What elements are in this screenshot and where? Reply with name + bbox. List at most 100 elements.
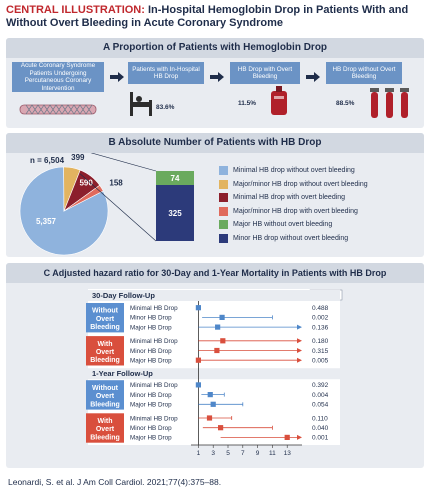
blood-bag-icon — [271, 86, 287, 115]
hr-point — [195, 357, 201, 363]
hr-point — [210, 401, 216, 407]
ci-arrow — [297, 348, 302, 353]
hr-point — [220, 338, 226, 344]
ci-arrow — [297, 324, 302, 330]
hr-point — [284, 434, 290, 440]
x-tick-label: 3 — [211, 450, 215, 457]
ci-arrow — [297, 434, 302, 440]
x-tick-label: 9 — [256, 450, 260, 457]
p-value: 0.054 — [312, 402, 329, 409]
legend-label: Minimal HB drop with overt bleeding — [233, 194, 346, 201]
forest-row-label: Major HB Drop — [130, 358, 172, 365]
stent-icon — [19, 104, 97, 115]
p-value: 0.040 — [312, 425, 329, 432]
breakout-bar-major-no-bleed — [156, 171, 194, 185]
x-tick-label: 1 — [197, 450, 201, 457]
stage-no-overt-bleeding-box: HB Drop without Overt Bleeding — [326, 62, 402, 84]
sample-size-label: n = 6,504 — [30, 156, 65, 165]
hr-point — [214, 347, 220, 354]
panel-c: C Adjusted hazard ratio for 30-Day and 1… — [6, 263, 424, 468]
forest-row-label: Minimal HB Drop — [130, 415, 178, 422]
pie-value-label: 590 — [79, 179, 93, 188]
p-value: 0.001 — [312, 435, 329, 442]
stage-no-overt-bleeding-label: HB Drop without Overt Bleeding — [332, 65, 396, 81]
section-30-day: 30-Day Follow-Up — [92, 291, 155, 300]
legend-label: Minimal HB drop without overt bleeding — [233, 167, 355, 174]
legend-swatch — [219, 220, 228, 229]
panel-a-header: A Proportion of Patients with Hemoglobin… — [6, 38, 424, 58]
breakout-value-label: 74 — [171, 174, 180, 183]
legend-label: Major HB without overt bleeding — [233, 221, 333, 228]
group-30d-with-label: With Overt Bleeding — [90, 341, 120, 364]
panel-b: B Absolute Number of Patients with HB Dr… — [6, 133, 424, 257]
stage-acs-pci-label: Acute Coronary Syndrome Patients Undergo… — [20, 62, 96, 92]
legend-item: Major/minor HB drop without overt bleedi… — [219, 179, 368, 189]
legend-item: Major/minor HB drop with overt bleeding — [219, 206, 358, 216]
blood-tubes-icon — [370, 88, 409, 118]
pie-value-label: 158 — [109, 179, 123, 188]
legend-swatch — [219, 179, 228, 189]
x-tick-label: 11 — [269, 450, 276, 457]
breakout-connector — [90, 153, 157, 172]
section-1-year: 1-Year Follow-Up — [92, 369, 153, 378]
legend-label: Minor HB drop without overt bleeding — [233, 234, 349, 242]
x-tick-label: 7 — [241, 450, 245, 457]
forest-plot-area — [88, 289, 340, 445]
stage-overt-bleeding-label: HB Drop with Overt Bleeding — [237, 65, 293, 81]
stage-hb-drop-pct: 83.6% — [156, 104, 175, 111]
group-30d-with-box — [86, 336, 124, 366]
legend-swatch — [219, 233, 228, 243]
p-value: 0.392 — [312, 382, 329, 389]
group-1y-without-box — [86, 380, 124, 410]
p-value: 0.002 — [312, 315, 329, 322]
forest-row-label: Minimal HB Drop — [130, 382, 178, 389]
stage-no-overt-bleeding-pct: 88.5% — [336, 100, 355, 107]
legend-label: Major/minor HB drop with overt bleeding — [233, 207, 358, 215]
legend-item: Minimal HB drop with overt bleeding — [219, 193, 345, 202]
forest-row-label: Minor HB Drop — [130, 392, 172, 399]
p-value: 0.315 — [312, 348, 329, 355]
hr-point — [215, 324, 221, 330]
forest-row-label: Major HB Drop — [130, 402, 172, 409]
panel-a: A Proportion of Patients with Hemoglobin… — [6, 38, 424, 128]
title-text: In-Hospital Hemoglobin Drop in Patients … — [6, 4, 409, 29]
breakout-bar-minor-no-bleed — [156, 185, 194, 241]
stage-hb-drop-box: Patients with In-Hospital HB Drop — [128, 62, 204, 84]
group-30d-without-box — [86, 303, 124, 333]
stage-hb-drop-label: Patients with In-Hospital HB Drop — [132, 65, 200, 81]
hr-point — [206, 415, 213, 421]
pie-value-label: 399 — [71, 153, 85, 162]
breakout-connector — [79, 173, 157, 242]
forest-row-label: Major HB Drop — [130, 435, 172, 442]
pie-slice-minimal-no-bleed — [19, 166, 109, 256]
ci-arrow — [297, 338, 302, 344]
citation: Leonardi, S. et al. J Am Coll Cardiol. 2… — [8, 477, 222, 487]
legend-item: Minor HB drop without overt bleeding — [219, 233, 349, 243]
forest-row-label: Minimal HB Drop — [130, 305, 178, 312]
panel-c-header: C Adjusted hazard ratio for 30-Day and 1… — [6, 263, 424, 283]
section-30-day-band — [88, 290, 340, 301]
arrow-right-icon — [306, 72, 320, 82]
forest-row-label: Minor HB Drop — [130, 425, 172, 432]
pie-value-label: 5,357 — [36, 217, 57, 226]
hr-point — [195, 382, 201, 388]
p-value: 0.110 — [312, 415, 328, 422]
legend-label: Major/minor HB drop without overt bleedi… — [233, 180, 368, 188]
p-value: 0.136 — [312, 324, 329, 331]
legend-swatch — [219, 166, 228, 175]
x-tick-label: 5 — [226, 450, 230, 457]
hr-point — [207, 392, 213, 398]
legend-item: Major HB without overt bleeding — [219, 220, 332, 229]
stage-overt-bleeding-box: HB Drop with Overt Bleeding — [230, 62, 300, 84]
p-value: 0.180 — [312, 338, 329, 345]
figure-title: CENTRAL ILLUSTRATION: In-Hospital Hemogl… — [6, 4, 426, 30]
title-lead: CENTRAL ILLUSTRATION: — [6, 4, 145, 16]
forest-row-label: Minor HB Drop — [130, 315, 172, 322]
section-1-year-band — [88, 368, 340, 380]
breakout-value-label: 325 — [168, 209, 182, 218]
legend-item: Minimal HB drop without overt bleeding — [219, 166, 355, 175]
legend-swatch — [219, 193, 228, 202]
stage-acs-pci-box: Acute Coronary Syndrome Patients Undergo… — [12, 62, 104, 92]
hr-point — [195, 305, 201, 311]
forest-row-label: Minor HB Drop — [130, 348, 172, 355]
